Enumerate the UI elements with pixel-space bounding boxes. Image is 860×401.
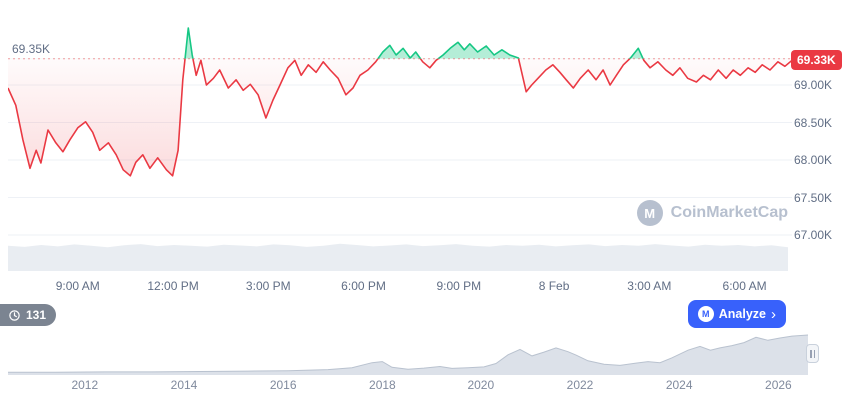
analyze-button[interactable]: M Analyze › xyxy=(687,300,786,328)
range-drag-handle[interactable] xyxy=(806,344,819,363)
handle-grip-bar xyxy=(810,349,812,358)
history-icon xyxy=(9,309,20,321)
y-axis-label: 69.00K xyxy=(794,78,833,92)
year-axis-label: 2026 xyxy=(765,378,792,392)
y-axis-label: 68.50K xyxy=(794,115,833,130)
x-axis-label: 6:00 PM xyxy=(341,279,386,293)
year-axis-label: 2012 xyxy=(71,378,99,392)
year-axis-label: 2020 xyxy=(467,378,495,392)
x-axis-label: 6:00 AM xyxy=(722,279,767,293)
x-axis-label: 3:00 PM xyxy=(245,279,291,293)
watermark-text: CoinMarketCap xyxy=(670,204,788,221)
x-axis-label: 3:00 AM xyxy=(627,279,672,293)
minimap-chart xyxy=(8,243,788,271)
x-axis-label: 9:00 AM xyxy=(55,279,100,293)
y-axis-label: 67.00K xyxy=(794,228,833,243)
year-axis-label: 2022 xyxy=(566,378,594,392)
x-axis-label: 12:00 PM xyxy=(147,279,199,293)
chevron-right-icon: › xyxy=(771,305,776,323)
year-axis-label: 2018 xyxy=(369,378,396,392)
handle-grip-bar xyxy=(813,349,815,358)
price-line-chart[interactable] xyxy=(8,10,792,272)
watermark: M CoinMarketCap xyxy=(636,200,788,226)
history-range-selector[interactable] xyxy=(8,331,808,375)
year-axis-label: 2024 xyxy=(665,378,693,392)
reference-price-label: 69.35K xyxy=(12,41,51,56)
analyze-button-label: Analyze xyxy=(718,307,766,321)
coinmarketcap-logo-icon: M xyxy=(636,200,663,226)
y-axis-label: 67.50K xyxy=(794,190,833,205)
year-axis-label: 2014 xyxy=(170,378,198,392)
year-axis-label: 2016 xyxy=(269,378,297,392)
last-price-badge: 69.33K xyxy=(791,50,842,71)
y-axis-label: 68.00K xyxy=(794,153,833,167)
history-counter-pill[interactable]: 131 xyxy=(0,304,57,326)
cmc-logo-icon: M xyxy=(697,306,714,322)
x-axis-label: 8 Feb xyxy=(538,279,570,293)
x-axis-label: 9:00 PM xyxy=(436,279,482,293)
history-counter-value: 131 xyxy=(26,308,47,322)
